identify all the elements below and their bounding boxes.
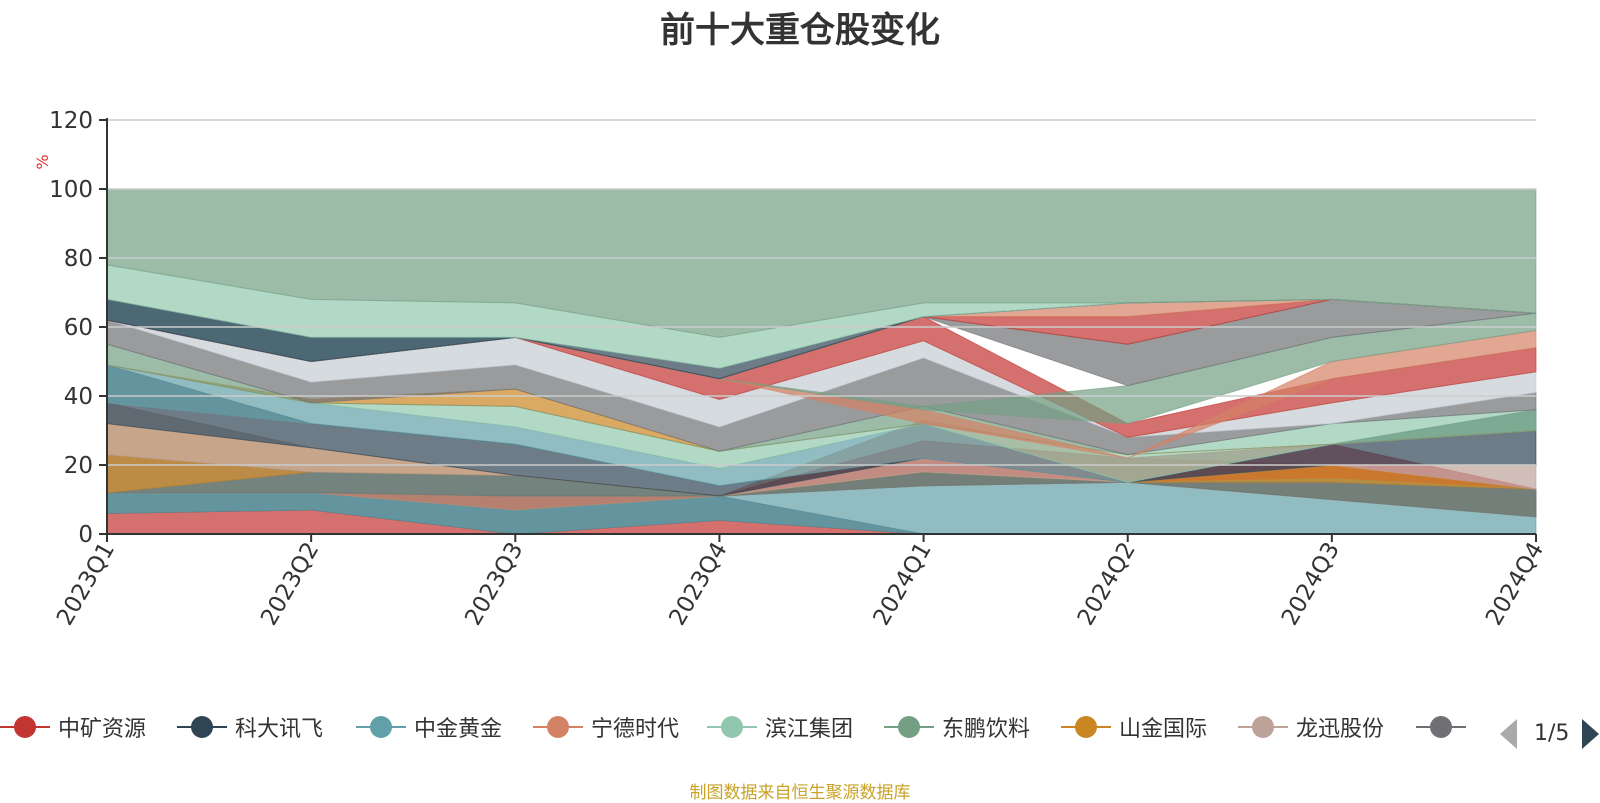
series-areas (106, 188, 1537, 535)
legend-marker-icon (177, 710, 227, 744)
legend-item[interactable] (1416, 710, 1474, 744)
y-axis-label: % (33, 154, 52, 169)
legend-label: 滨江集团 (765, 717, 854, 742)
legend-marker-icon (533, 710, 583, 744)
y-tick-label: 80 (64, 246, 93, 272)
x-tick-label: 2024Q1 (869, 538, 937, 630)
source-note: 制图数据来自恒生聚源数据库 (689, 783, 911, 803)
legend-next-page-icon[interactable] (1582, 719, 1599, 749)
x-tick-label: 2023Q4 (664, 538, 732, 630)
legend-item[interactable]: 科大讯飞 (177, 710, 323, 744)
series-area-14 (106, 343, 1537, 456)
legend-marker-icon (0, 710, 50, 744)
legend-page-indicator: 1/5 (1534, 721, 1570, 746)
legend-label: 中矿资源 (58, 717, 147, 742)
legend: 中矿资源 科大讯飞 中金黄金 宁德时代 滨江集团 东鹏饮料 山金国际 龙迅股份 (0, 710, 1490, 744)
y-tick-label: 100 (49, 177, 93, 203)
legend-label: 中金黄金 (414, 717, 503, 742)
x-tick-label: 2023Q2 (256, 538, 324, 630)
legend-marker-icon (707, 710, 757, 744)
legend-marker-icon (1416, 710, 1466, 744)
legend-label: 山金国际 (1119, 717, 1208, 742)
grid-lines (107, 119, 1536, 466)
legend-label: 龙迅股份 (1296, 717, 1385, 742)
y-tick-label: 0 (78, 522, 93, 548)
legend-marker-icon (356, 710, 406, 744)
legend-label: 宁德时代 (591, 717, 680, 742)
x-tick-label: 2023Q3 (460, 538, 528, 630)
legend-item[interactable]: 中矿资源 (0, 710, 146, 744)
x-tick-label: 2024Q4 (1481, 538, 1549, 630)
y-tick-label: 40 (64, 384, 93, 410)
y-tick-label: 60 (64, 315, 93, 341)
legend-item[interactable]: 滨江集团 (707, 710, 853, 744)
legend-item[interactable]: 东鹏饮料 (884, 710, 1030, 744)
legend-marker-icon (1061, 710, 1111, 744)
x-tick-label: 2024Q2 (1073, 538, 1141, 630)
x-tick-label: 2023Q1 (52, 538, 120, 630)
legend-prev-page-icon[interactable] (1500, 719, 1517, 749)
legend-item[interactable]: 中金黄金 (356, 710, 502, 744)
legend-label: 科大讯飞 (235, 717, 324, 742)
legend-item[interactable]: 龙迅股份 (1238, 710, 1384, 744)
legend-item[interactable]: 宁德时代 (533, 710, 679, 744)
area-chart: 0 20 40 60 80 100 120% 2023Q1 2023Q2 2023Q3 2023Q4… (33, 108, 1549, 630)
legend-marker-icon (884, 710, 934, 744)
y-tick-label: 20 (64, 453, 93, 479)
y-tick-label: 120 (49, 108, 93, 134)
legend-marker-icon (1238, 710, 1288, 744)
legend-item[interactable]: 山金国际 (1061, 710, 1207, 744)
x-tick-label: 2024Q3 (1277, 538, 1345, 630)
chart-title: 前十大重仓股变化 (659, 11, 940, 51)
legend-label: 东鹏饮料 (942, 717, 1031, 742)
